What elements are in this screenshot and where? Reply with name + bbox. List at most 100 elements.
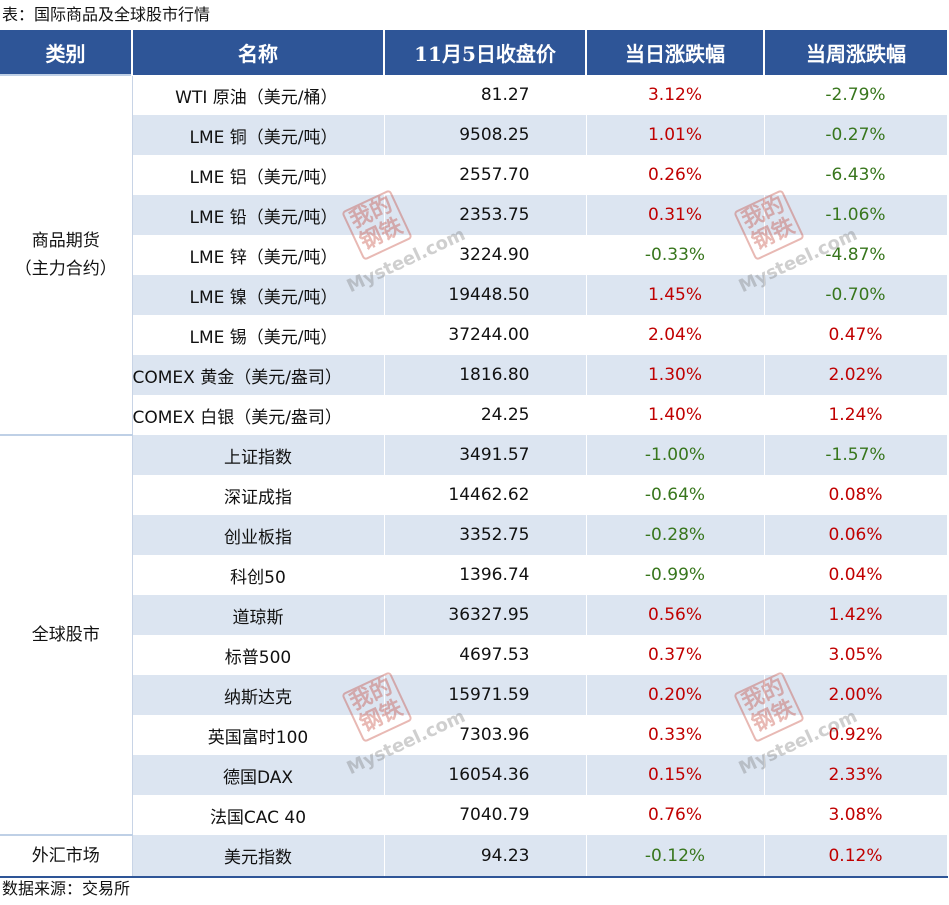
instrument-name: 英国富时100: [132, 715, 385, 755]
instrument-name: COMEX 白银（美元/盎司）: [132, 395, 385, 435]
week-change: 2.33%: [764, 755, 948, 795]
table-caption: 表：国际商品及全球股市行情: [2, 5, 211, 24]
day-change: 3.12%: [586, 75, 765, 115]
day-change: 2.04%: [586, 315, 765, 355]
header-week-change: 当周涨跌幅: [764, 30, 947, 75]
week-change: 1.24%: [764, 395, 948, 435]
day-change: 0.37%: [586, 635, 765, 675]
table-row: LME 铜（美元/吨） 9508.25 1.01% -0.27%: [0, 115, 948, 155]
instrument-name: 纳斯达克: [132, 675, 385, 715]
close-price: 14462.62: [384, 475, 587, 515]
table-row: LME 锡（美元/吨） 37244.00 2.04% 0.47%: [0, 315, 948, 355]
table-row: 深证成指 14462.62 -0.64% 0.08%: [0, 475, 948, 515]
table-row: 道琼斯 36327.95 0.56% 1.42%: [0, 595, 948, 635]
instrument-name: 美元指数: [132, 835, 385, 877]
week-change: -6.43%: [764, 155, 948, 195]
instrument-name: 法国CAC 40: [132, 795, 385, 835]
week-change: 0.06%: [764, 515, 948, 555]
week-change: -1.57%: [764, 435, 948, 475]
week-change: -1.06%: [764, 195, 948, 235]
table-row: 标普500 4697.53 0.37% 3.05%: [0, 635, 948, 675]
header-name: 名称: [132, 30, 385, 75]
day-change: 0.15%: [586, 755, 765, 795]
header-row: 类别 名称 11月5日收盘价 当日涨跌幅 当周涨跌幅: [0, 30, 947, 75]
close-price: 15971.59: [384, 675, 587, 715]
close-price: 81.27: [384, 75, 587, 115]
week-change: 0.04%: [764, 555, 948, 595]
week-change: 0.08%: [764, 475, 948, 515]
table-row: 外汇市场 美元指数 94.23 -0.12% 0.12%: [0, 834, 948, 877]
table-row: 德国DAX 16054.36 0.15% 2.33%: [0, 755, 948, 795]
instrument-name: LME 锡（美元/吨）: [132, 315, 385, 355]
close-price: 1396.74: [384, 555, 587, 595]
close-price: 3224.90: [384, 235, 587, 275]
week-change: -2.79%: [764, 75, 948, 115]
day-change: -0.28%: [586, 515, 765, 555]
day-change: 0.76%: [586, 795, 765, 835]
instrument-name: 标普500: [132, 635, 385, 675]
table-row: 科创50 1396.74 -0.99% 0.04%: [0, 555, 948, 595]
instrument-name: 道琼斯: [132, 595, 385, 635]
category-cell: 商品期货 （主力合约）: [0, 74, 133, 435]
table-row: 商品期货 （主力合约） WTI 原油（美元/桶） 81.27 3.12% -2.79%: [0, 74, 948, 435]
instrument-name: LME 铝（美元/吨）: [132, 155, 385, 195]
header-day-change: 当日涨跌幅: [586, 30, 765, 75]
header-close-price: 11月5日收盘价: [384, 30, 587, 75]
day-change: -0.12%: [586, 835, 765, 877]
table-row: 法国CAC 40 7040.79 0.76% 3.08%: [0, 795, 948, 835]
week-change: -0.70%: [764, 275, 948, 315]
day-change: 1.45%: [586, 275, 765, 315]
table-row: 英国富时100 7303.96 0.33% 0.92%: [0, 715, 948, 755]
day-change: 1.30%: [586, 355, 765, 395]
day-change: 1.01%: [586, 115, 765, 155]
table-row: COMEX 白银（美元/盎司） 24.25 1.40% 1.24%: [0, 395, 948, 435]
close-price: 16054.36: [384, 755, 587, 795]
close-price: 1816.80: [384, 355, 587, 395]
instrument-name: WTI 原油（美元/桶）: [132, 75, 385, 115]
day-change: 0.26%: [586, 155, 765, 195]
table-row: 创业板指 3352.75 -0.28% 0.06%: [0, 515, 948, 555]
week-change: 0.92%: [764, 715, 948, 755]
day-change: -1.00%: [586, 435, 765, 475]
table-row: LME 铝（美元/吨） 2557.70 0.26% -6.43%: [0, 155, 948, 195]
table-row: 全球股市 上证指数 3491.57 -1.00% -1.57%: [0, 434, 948, 835]
week-change: -0.27%: [764, 115, 948, 155]
close-price: 24.25: [384, 395, 587, 435]
close-price: 36327.95: [384, 595, 587, 635]
instrument-name: LME 铅（美元/吨）: [132, 195, 385, 235]
table-row: COMEX 黄金（美元/盎司） 1816.80 1.30% 2.02%: [0, 355, 948, 395]
close-price: 3352.75: [384, 515, 587, 555]
category-cell: 全球股市: [0, 434, 133, 835]
instrument-name: 上证指数: [132, 435, 385, 475]
day-change: -0.64%: [586, 475, 765, 515]
category-cell: 外汇市场: [0, 834, 133, 877]
close-price: 19448.50: [384, 275, 587, 315]
table-row: 纳斯达克 15971.59 0.20% 2.00%: [0, 675, 948, 715]
day-change: -0.33%: [586, 235, 765, 275]
close-price: 7303.96: [384, 715, 587, 755]
close-price: 7040.79: [384, 795, 587, 835]
week-change: 0.12%: [764, 835, 948, 877]
header-category: 类别: [0, 30, 133, 75]
instrument-name: 德国DAX: [132, 755, 385, 795]
close-price: 37244.00: [384, 315, 587, 355]
instrument-name: LME 镍（美元/吨）: [132, 275, 385, 315]
day-change: 0.20%: [586, 675, 765, 715]
week-change: 1.42%: [764, 595, 948, 635]
day-change: 0.56%: [586, 595, 765, 635]
table-body: 商品期货 （主力合约） WTI 原油（美元/桶） 81.27 3.12% -2.79% L…: [0, 74, 948, 877]
close-price: 9508.25: [384, 115, 587, 155]
table-row: LME 镍（美元/吨） 19448.50 1.45% -0.70%: [0, 275, 948, 315]
instrument-name: 创业板指: [132, 515, 385, 555]
table-row: LME 锌（美元/吨） 3224.90 -0.33% -4.87%: [0, 235, 948, 275]
instrument-name: 科创50: [132, 555, 385, 595]
market-table: 类别 名称 11月5日收盘价 当日涨跌幅 当周涨跌幅 商品期货 （主力合约） WT…: [0, 30, 948, 878]
instrument-name: 深证成指: [132, 475, 385, 515]
day-change: -0.99%: [586, 555, 765, 595]
week-change: 3.05%: [764, 635, 948, 675]
close-price: 2557.70: [384, 155, 587, 195]
instrument-name: LME 铜（美元/吨）: [132, 115, 385, 155]
week-change: 2.00%: [764, 675, 948, 715]
day-change: 0.33%: [586, 715, 765, 755]
data-source: 数据来源：交易所: [2, 879, 131, 898]
